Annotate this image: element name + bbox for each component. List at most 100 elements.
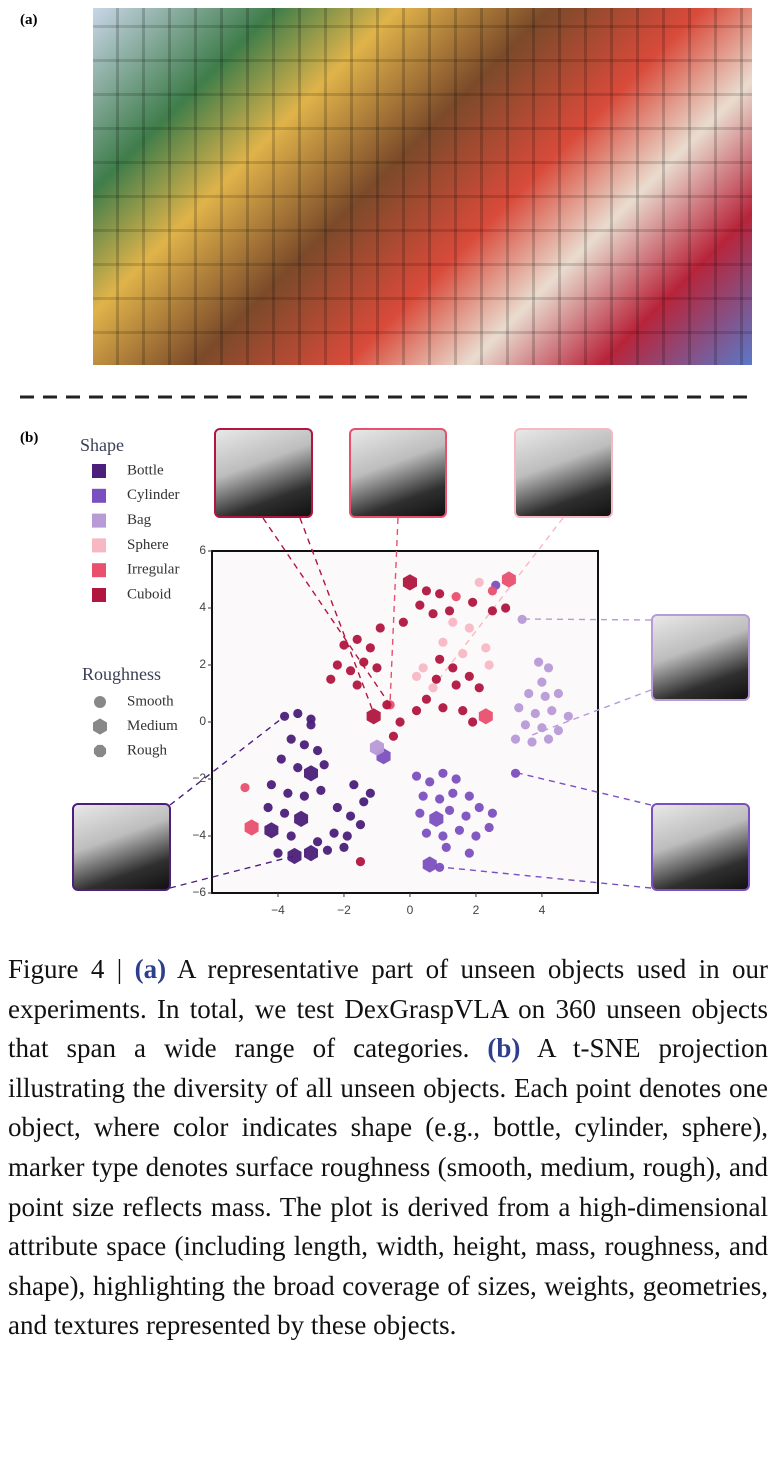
point [398,617,408,627]
caption-ref: (b) [487,1033,521,1064]
y-tick-label: −6 [192,885,206,899]
point [421,586,432,596]
grasp-thumbnail [214,428,313,518]
grasp-thumbnail [651,614,750,701]
panel-label: (b) [20,430,39,446]
point [332,660,342,670]
point [448,663,458,673]
point [286,734,296,744]
leader-line [169,715,286,806]
point [342,831,352,841]
point [411,706,422,716]
point [276,754,286,764]
point [553,725,564,736]
point [382,700,392,710]
point [244,819,259,836]
point [435,654,445,664]
point [421,828,432,838]
point [304,765,318,782]
caption-ref: (a) [134,954,167,984]
point [283,788,293,798]
point [448,788,458,798]
legend-swatch [92,464,106,478]
legend-marker [93,744,107,758]
point [316,785,326,796]
y-tick-label: 2 [199,657,206,671]
point [332,802,342,813]
legend-label: Rough [127,742,168,758]
point [366,708,381,725]
point [534,657,544,667]
point [438,703,448,713]
point [517,614,527,625]
point [484,660,494,670]
point [435,862,445,872]
point [375,623,385,633]
legend-marker [94,696,106,708]
point [501,571,516,588]
point [435,589,445,599]
point [415,808,425,818]
point [510,768,521,778]
point [326,674,336,684]
object-photo [93,8,752,365]
point [530,708,540,719]
point [369,739,384,756]
legend-label: Smooth [127,693,174,709]
point [454,825,465,835]
point [273,848,283,858]
point [441,842,451,853]
leader-line [432,517,564,688]
point [431,674,441,684]
x-tick-label: 4 [539,903,546,917]
point [451,774,461,784]
point [345,811,356,821]
point [487,606,498,616]
point [293,708,303,719]
point [474,683,484,693]
legend-label: Sphere [127,537,169,553]
point [481,643,491,653]
caption-text: A t-SNE projection illustrating the dive… [8,1033,768,1341]
legend-title: Shape [80,435,124,455]
point [388,731,399,741]
point [345,666,356,676]
point [422,856,437,873]
point [438,768,448,778]
point [451,592,461,602]
grasp-thumbnail [349,428,447,518]
point [319,760,329,770]
leader-line [439,866,652,889]
grasp-thumbnail [72,803,171,891]
caption-text: Figure 4 | [8,954,135,984]
point [349,780,359,790]
point [464,791,474,801]
legend-title: Roughness [82,664,161,684]
legend-swatch [92,538,106,553]
point [421,694,432,704]
legend-label: Medium [127,718,178,734]
x-tick-label: −4 [271,903,285,917]
point [299,791,309,801]
point [287,847,302,865]
point [487,808,498,818]
leader-line [517,772,652,806]
point [339,640,349,650]
point [537,723,547,733]
x-tick-label: 0 [407,903,414,917]
point [429,810,444,827]
legend-swatch [92,488,106,503]
point [352,634,362,644]
point [402,574,417,591]
grasp-thumbnail [514,428,613,518]
tsne-figure: Shape Roughness −4 −2 0 2 4 −6 −4 −2 0 2 4 6 Bottle C… [20,395,752,917]
y-tick-label: 4 [199,600,206,614]
point [329,828,339,838]
point [339,842,349,853]
point [411,671,422,682]
point [520,720,531,730]
point [451,680,461,690]
point [514,703,524,713]
point [563,711,573,721]
point [464,623,474,633]
